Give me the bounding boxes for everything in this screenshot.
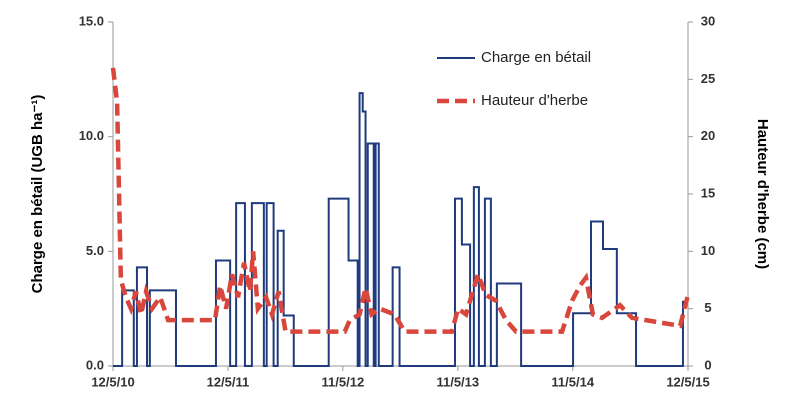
y2-tick-label: 0 xyxy=(704,357,711,372)
x-tick-label: 11/5/13 xyxy=(436,374,479,389)
x-tick-label: 12/5/11 xyxy=(207,374,250,389)
y2-tick-label: 10 xyxy=(701,243,715,258)
y-tick-label: 10.0 xyxy=(79,128,104,143)
x-tick-label: 12/5/15 xyxy=(666,374,709,389)
y2-tick-label: 30 xyxy=(701,13,715,28)
dashed-line xyxy=(110,67,691,334)
legend-label: Hauteur d'herbe xyxy=(481,92,588,109)
y-axis-label: Charge en bétail (UGB ha⁻¹) xyxy=(29,95,46,294)
x-tick-label: 11/5/14 xyxy=(551,374,594,389)
y2-tick-label: 15 xyxy=(701,185,715,200)
y-tick-label: 15.0 xyxy=(79,13,104,28)
x-tick-label: 11/5/12 xyxy=(322,374,365,389)
y-tick-label: 0.0 xyxy=(86,357,104,372)
x-tick-label: 12/5/10 xyxy=(91,374,134,389)
y2-tick-label: 5 xyxy=(704,300,711,315)
legend-label: Charge en bétail xyxy=(481,49,591,66)
y2-tick-label: 25 xyxy=(701,71,715,86)
y2-axis-label: Hauteur d'herbe (cm) xyxy=(754,119,771,269)
y-tick-label: 5.0 xyxy=(86,243,104,258)
y2-tick-label: 20 xyxy=(701,128,715,143)
line xyxy=(113,92,688,367)
